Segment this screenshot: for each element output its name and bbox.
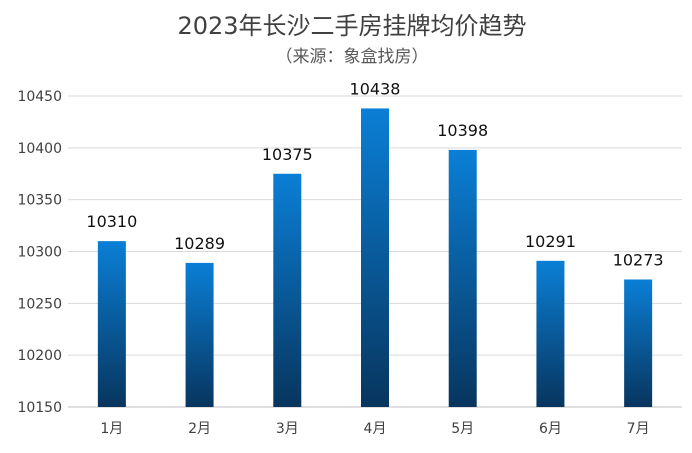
x-tick-label: 4月 bbox=[364, 421, 387, 437]
bars bbox=[97, 108, 653, 407]
x-tick-label: 5月 bbox=[451, 421, 474, 437]
x-tick-label: 2月 bbox=[188, 421, 211, 437]
data-label: 10398 bbox=[437, 121, 488, 140]
y-tick-label: 10400 bbox=[17, 141, 62, 157]
y-tick-label: 10450 bbox=[17, 89, 62, 105]
data-label: 10273 bbox=[613, 250, 664, 269]
y-tick-label: 10150 bbox=[17, 400, 62, 416]
chart-title: 2023年长沙二手房挂牌均价趋势 bbox=[177, 12, 526, 40]
x-axis-ticks: 1月 2月 3月 4月 5月 6月 7月 bbox=[100, 421, 649, 437]
data-label: 10289 bbox=[174, 234, 225, 253]
x-tick-label: 6月 bbox=[539, 421, 562, 437]
bar bbox=[361, 108, 389, 407]
bar bbox=[185, 262, 214, 407]
bar bbox=[97, 241, 126, 407]
data-label: 10291 bbox=[525, 232, 576, 251]
data-labels: 10310 10289 10375 10438 10398 10291 10273 bbox=[86, 79, 663, 269]
x-tick-label: 1月 bbox=[100, 421, 123, 437]
y-axis-ticks: 10150 10200 10250 10300 10350 10400 10450 bbox=[17, 89, 62, 416]
chart-subtitle: （来源：象盒找房） bbox=[276, 47, 429, 67]
y-tick-label: 10200 bbox=[17, 348, 62, 364]
bar bbox=[448, 149, 477, 407]
data-label: 10375 bbox=[262, 145, 313, 164]
y-tick-label: 10350 bbox=[17, 193, 62, 209]
y-tick-label: 10250 bbox=[17, 296, 62, 312]
data-label: 10310 bbox=[86, 212, 137, 231]
y-tick-label: 10300 bbox=[17, 245, 62, 261]
data-label: 10438 bbox=[350, 79, 401, 98]
bar bbox=[624, 279, 653, 407]
bar bbox=[536, 260, 565, 407]
bar bbox=[273, 173, 302, 407]
x-tick-label: 7月 bbox=[627, 421, 650, 437]
x-tick-label: 3月 bbox=[276, 421, 299, 437]
